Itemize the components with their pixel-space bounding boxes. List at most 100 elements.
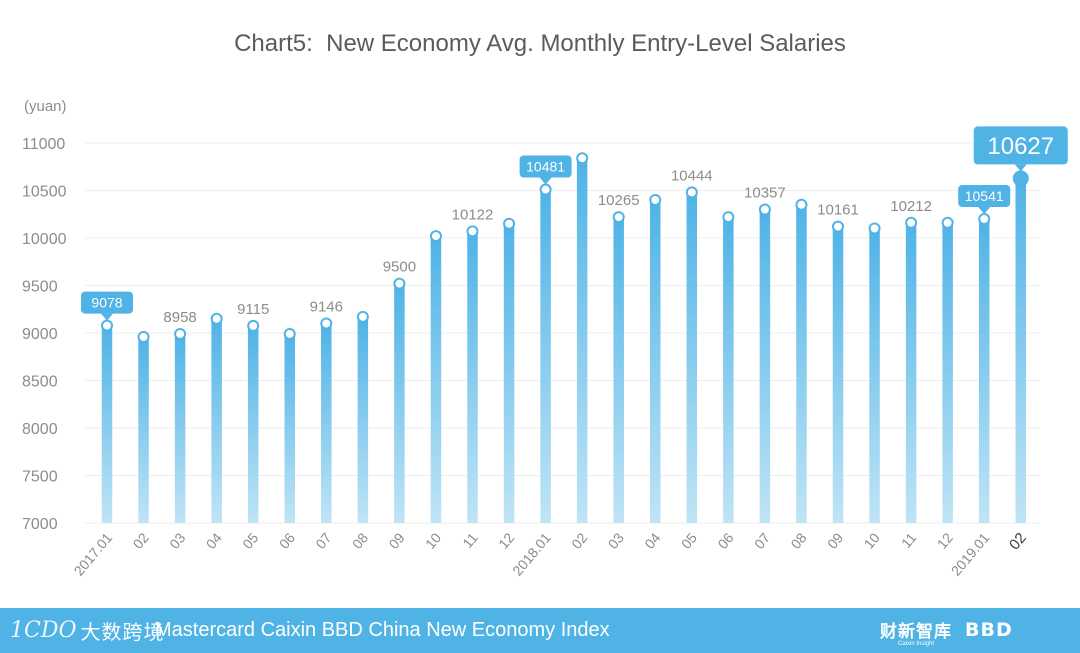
x-tick-label: 02 (130, 529, 152, 551)
bar-endpoint-marker (1012, 170, 1029, 187)
x-tick-label: 03 (605, 529, 627, 551)
bar-endpoint-marker (905, 216, 918, 229)
callout-pointer (978, 207, 991, 214)
bar-endpoint-marker (758, 203, 771, 216)
bar-endpoint-marker (466, 225, 479, 238)
caixin-logo-subtext: Caixin Insight (897, 641, 935, 647)
data-label: 10444 (671, 167, 713, 184)
y-tick-label: 10500 (22, 184, 67, 201)
x-tick-label: 05 (239, 529, 261, 551)
callout-box (81, 291, 133, 314)
x-tick-label: 03 (166, 529, 188, 551)
x-tick-label: 10 (861, 529, 883, 551)
bar (540, 189, 551, 524)
x-tick-label: 2017.01 (71, 529, 116, 578)
x-tick-label: 09 (385, 529, 407, 551)
bar-endpoint-marker (576, 152, 589, 165)
y-tick-label: 10000 (22, 231, 67, 248)
bar-endpoint-marker (210, 312, 223, 325)
x-tick-label: 07 (312, 529, 334, 551)
bar-endpoint-marker (832, 220, 844, 233)
bar (101, 325, 113, 523)
y-tick-label: 7000 (22, 516, 58, 533)
bar-endpoint-marker (795, 198, 808, 211)
bar-endpoint-marker (393, 277, 406, 290)
data-label: 10357 (744, 185, 786, 202)
bar (174, 333, 186, 523)
callout-label: 10627 (973, 126, 1068, 172)
callout-pointer (1014, 164, 1027, 172)
x-tick-label: 07 (751, 529, 773, 551)
callout-box (973, 126, 1068, 165)
x-tick-label: 11 (459, 529, 481, 551)
bar (357, 316, 369, 523)
x-tick-label: 09 (824, 529, 846, 551)
x-tick-label: 06 (714, 529, 736, 551)
chart-title: Chart5: New Economy Avg. Monthly Entry-L… (234, 30, 846, 57)
bar (905, 222, 917, 524)
bar (247, 325, 259, 523)
y-tick-label: 8000 (22, 421, 58, 438)
x-tick-label: 2019.01 (948, 529, 993, 578)
data-label: 10161 (817, 202, 859, 219)
callout-value: 9078 (91, 295, 122, 311)
x-tick-label: 12 (934, 529, 956, 551)
bar (503, 223, 515, 523)
y-axis: (yuan) 11000 10500 10000 9500 9000 8500 8000 750… (22, 98, 67, 533)
data-label: 9146 (310, 299, 343, 316)
data-label: 8958 (163, 309, 196, 326)
bar-endpoint-marker (868, 222, 881, 235)
bar (138, 336, 149, 523)
x-tick-label: 02 (568, 529, 590, 551)
bar (467, 231, 478, 523)
bar (430, 236, 442, 523)
callout-value: 10481 (526, 159, 565, 175)
footer-index-name: Mastercard Caixin BBD China New Economy … (155, 619, 610, 641)
bar (284, 333, 295, 523)
callout-pointer (101, 313, 113, 321)
bar-endpoint-marker (101, 319, 113, 332)
callout-label: 10481 (519, 155, 572, 185)
caixin-logo-text: 财新智库 (880, 622, 952, 641)
data-labels: 9078 8958 9115 9146 9500 10122 10481 10265 10444… (81, 126, 1068, 326)
bar-endpoint-marker (137, 330, 150, 343)
callout-value: 10627 (987, 133, 1054, 160)
x-tick-label: 04 (203, 529, 225, 551)
bar (796, 204, 807, 523)
callout-label: 10541 (958, 185, 1011, 214)
data-label: 10122 (452, 206, 494, 223)
bar-endpoint-marker (612, 211, 625, 224)
bbd-logo: BBD (965, 619, 1013, 641)
bar-endpoint-marker (941, 216, 954, 229)
bar (869, 228, 880, 523)
x-tick-label: 08 (349, 529, 371, 551)
bar-endpoint-marker (174, 327, 187, 340)
bar-endpoint-marker (503, 217, 516, 230)
brand-mark: 1CDO (10, 617, 77, 643)
x-tick-label: 12 (495, 529, 517, 551)
bar-endpoint-marker (539, 183, 552, 196)
x-tick-label: 2018.01 (509, 529, 554, 578)
bar-endpoint-marker (685, 186, 698, 199)
bar-endpoint-marker (978, 213, 991, 225)
callout-box (958, 185, 1011, 207)
x-tick-label: 06 (276, 529, 298, 551)
bar (759, 209, 771, 523)
bar (686, 192, 698, 523)
bar (942, 222, 953, 524)
callout-pointer (539, 177, 552, 185)
y-tick-label: 9500 (22, 279, 58, 296)
bar-endpoint-marker (356, 310, 369, 323)
brand-name: 大数跨境 (80, 621, 165, 644)
bar-endpoint-marker (649, 194, 662, 206)
y-axis-unit-label: (yuan) (24, 98, 67, 115)
bar (613, 217, 624, 523)
data-label: 9500 (383, 259, 416, 276)
bar-chart: (yuan) 11000 10500 10000 9500 9000 8500 8000 750… (22, 98, 1068, 579)
bar-endpoint-marker (429, 230, 442, 243)
x-tick-label: 04 (641, 529, 663, 551)
callout-label: 9078 (81, 291, 133, 321)
x-tick-label: 11 (898, 529, 920, 551)
y-tick-label: 8500 (22, 374, 58, 391)
